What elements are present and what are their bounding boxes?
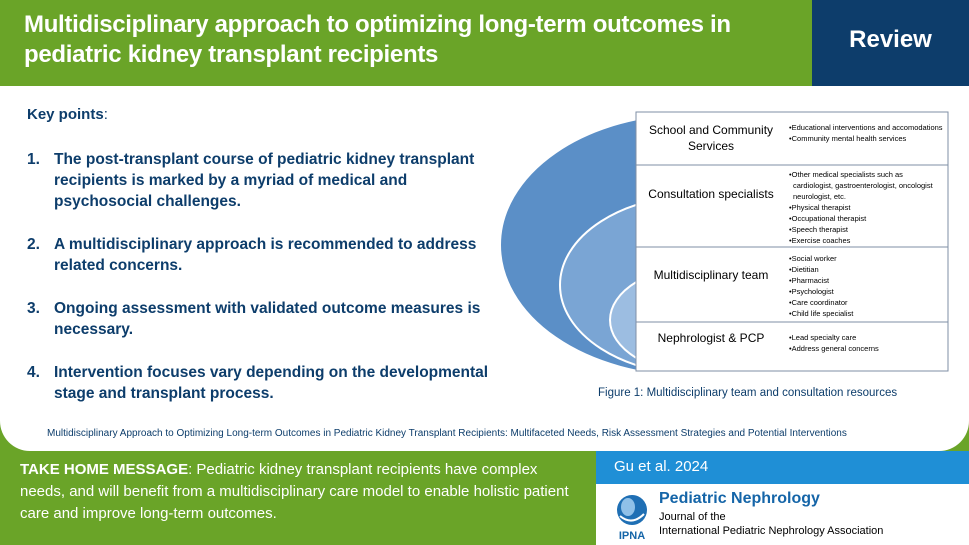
ipna-logo-text: IPNA (619, 530, 645, 542)
table-row-consultation (635, 164, 949, 248)
row-label-team: Multidisciplinary team (653, 268, 769, 282)
bullets-nephrologist: •Lead specialty care •Address general co… (789, 332, 944, 354)
bullet-item: •Educational interventions and accomodat… (789, 123, 943, 132)
row-label-nephrologist: Nephrologist & PCP (657, 331, 765, 345)
ipna-logo-icon: IPNA (617, 495, 647, 542)
key-point-item: 2. A multidisciplinary approach is recomm… (27, 236, 477, 274)
review-label: Review (849, 26, 932, 53)
key-points-list: 1. The post-transplant course of pediatri… (27, 149, 507, 426)
table-row-team (635, 246, 949, 323)
bullet-item: •Lead specialty care (789, 333, 857, 342)
table-row-nephrologist (635, 321, 949, 372)
bullet-item: •Child life specialist (789, 309, 854, 318)
take-home-text: : Pediatric kidney transplant recipients… (20, 461, 569, 522)
bullet-item: •Physical therapist (789, 203, 851, 212)
review-badge: Review (812, 0, 969, 86)
citation-author: Gu et al. 2024 (614, 458, 709, 475)
figure-caption: Figure 1: Multidisciplinary team and con… (598, 387, 898, 399)
journal-name: Pediatric Nephrology (659, 490, 820, 507)
take-home-label: TAKE HOME MESSAGE (20, 461, 189, 478)
page-title: Multidisciplinary approach to optimizing… (24, 11, 731, 68)
take-home-message: TAKE HOME MESSAGE: Pediatric kidney tran… (20, 459, 580, 525)
row-label-consultation: Consultation specialists (648, 187, 774, 201)
journal-subtitle-2: International Pediatric Nephrology Assoc… (659, 525, 884, 537)
key-points-heading: Key points: (27, 106, 108, 123)
article-title: Multidisciplinary Approach to Optimizing… (47, 428, 847, 439)
ring-team (609, 278, 640, 362)
bullet-item: •Exercise coaches (789, 236, 851, 245)
table-row-school (635, 111, 949, 166)
key-point-item: 1. The post-transplant course of pediatri… (27, 151, 475, 210)
bullet-item: •Other medical specialists such as cardi… (789, 170, 933, 201)
journal-block: IPNA Pediatric Nephrology Journal of the… (596, 484, 969, 545)
bullets-school: •Educational interventions and accomodat… (789, 122, 944, 144)
bullet-item: •Social worker (789, 254, 837, 263)
bullet-item: •Address general concerns (789, 344, 879, 353)
bullet-item: •Care coordinator (789, 298, 848, 307)
bullets-consultation: •Other medical specialists such as cardi… (789, 169, 944, 246)
key-point-item: 4. Intervention focuses vary depending on… (27, 364, 489, 402)
bullet-item: •Occupational therapist (789, 214, 867, 223)
header-bar: Multidisciplinary approach to optimizing… (0, 0, 812, 86)
row-label-school: School and Community Services (648, 123, 774, 153)
citation-bar: Gu et al. 2024 (596, 451, 969, 484)
bullet-item: •Psychologist (789, 287, 834, 296)
bullet-item: •Pharmacist (789, 276, 830, 285)
journal-subtitle-1: Journal of the (659, 511, 726, 523)
bullet-item: •Dietitian (789, 265, 819, 274)
key-point-item: 3. Ongoing assessment with validated outc… (27, 300, 481, 338)
bullet-item: •Community mental health services (789, 134, 907, 143)
bullet-item: •Speech therapist (789, 225, 848, 234)
bullets-team: •Social worker •Dietitian •Pharmacist •P… (789, 253, 944, 319)
